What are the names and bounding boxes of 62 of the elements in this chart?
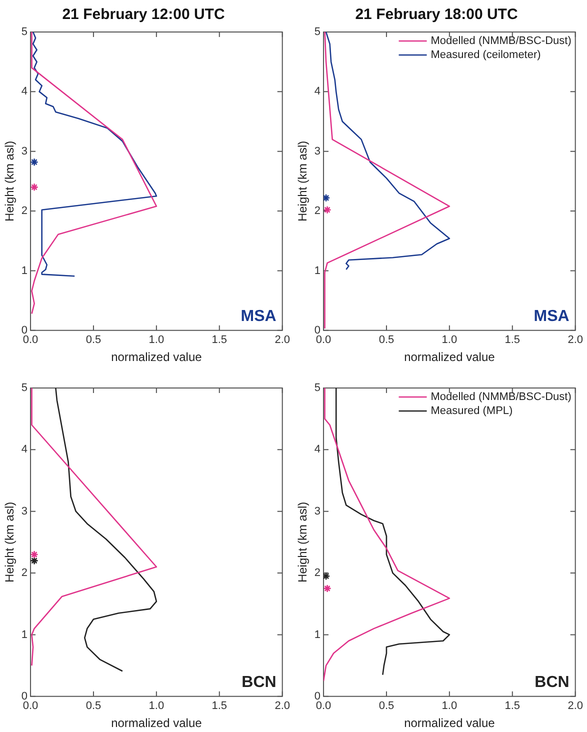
y-tick-label: 1 (314, 264, 321, 277)
x-axis-title: normalized value (111, 716, 202, 730)
y-axis-title: Height (km asl) (2, 140, 17, 222)
x-tick-label: 0.5 (378, 700, 394, 712)
x-tick-label: 1.0 (148, 334, 164, 346)
y-tick-label: 1 (21, 264, 28, 277)
y-tick-label: 3 (21, 505, 28, 518)
legend-label: Modelled (NMMB/BSC-Dust) (430, 391, 572, 404)
y-tick-label: 5 (21, 382, 28, 394)
chart-title: 21 February 12:00 UTC (62, 6, 225, 24)
legend-label: Modelled (NMMB/BSC-Dust) (430, 35, 572, 48)
y-tick-label: 4 (314, 86, 321, 98)
x-tick-label: 1.5 (504, 334, 520, 346)
x-tick-label: 0.0 (22, 334, 38, 346)
x-tick-label: 0.5 (86, 700, 102, 712)
y-tick-label: 0 (21, 690, 28, 702)
y-tick-label: 3 (314, 505, 321, 518)
y-tick-label: 5 (314, 382, 321, 394)
y-tick-label: 0 (21, 324, 28, 336)
y-tick-label: 2 (314, 205, 321, 218)
x-tick-label: 2.0 (274, 334, 290, 346)
y-tick-label: 5 (314, 26, 321, 38)
y-tick-label: 1 (21, 628, 28, 641)
x-tick-label: 2.0 (568, 700, 584, 712)
annotation: MSA (534, 308, 570, 325)
y-axis-title: Height (km asl) (296, 502, 310, 583)
x-tick-label: 1.0 (148, 700, 164, 712)
x-axis-title: normalized value (111, 350, 202, 364)
x-axis-title: normalized value (404, 716, 496, 730)
annotation: BCN (534, 674, 570, 691)
x-tick-label: 1.0 (442, 700, 458, 712)
x-tick-label: 1.5 (212, 334, 228, 346)
legend-label: Measured (ceilometer) (430, 49, 541, 62)
x-tick-label: 0.0 (316, 700, 332, 712)
y-tick-label: 2 (21, 205, 28, 218)
x-tick-label: 1.5 (504, 700, 520, 712)
y-tick-label: 4 (21, 444, 28, 456)
y-axis-title: Height (km asl) (296, 140, 310, 222)
y-tick-label: 4 (21, 86, 28, 98)
x-tick-label: 1.0 (442, 334, 458, 346)
x-tick-label: 2.0 (568, 334, 584, 346)
y-tick-label: 2 (21, 567, 28, 580)
x-tick-label: 0.5 (378, 334, 394, 346)
y-tick-label: 3 (21, 145, 28, 158)
chart-title: 21 February 18:00 UTC (355, 6, 518, 24)
annotation: MSA (240, 308, 277, 325)
y-tick-label: 5 (21, 26, 28, 38)
x-tick-label: 0.0 (316, 334, 332, 346)
x-tick-label: 0.5 (86, 334, 102, 346)
y-tick-label: 4 (314, 444, 321, 456)
x-tick-label: 0.0 (22, 700, 38, 712)
y-tick-label: 0 (314, 324, 321, 336)
legend-label: Measured (MPL) (430, 405, 513, 418)
x-axis-title: normalized value (404, 350, 496, 364)
x-tick-label: 2.0 (274, 700, 290, 712)
y-tick-label: 2 (314, 567, 321, 580)
annotation: BCN (242, 674, 276, 691)
y-tick-label: 3 (314, 145, 321, 158)
y-axis-title: Height (km asl) (2, 502, 17, 583)
y-tick-label: 1 (314, 628, 321, 641)
y-tick-label: 0 (314, 690, 321, 702)
x-tick-label: 1.5 (212, 700, 228, 712)
